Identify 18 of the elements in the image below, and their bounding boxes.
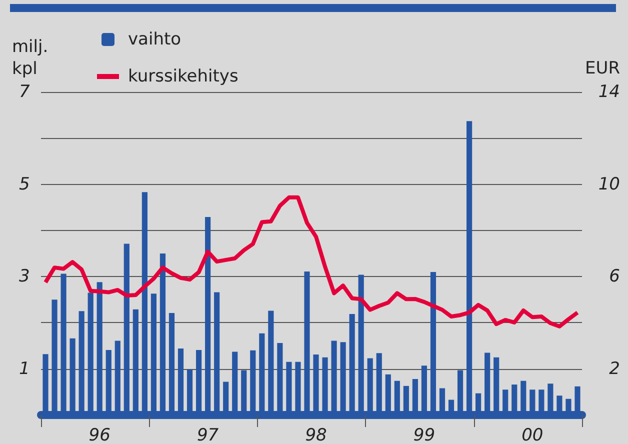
y-tick-label: 7 [19, 82, 30, 102]
x-tick-label: 98 [305, 426, 328, 444]
legend-label: kurssikehitys [128, 66, 238, 86]
line-series [44, 195, 580, 328]
y2-tick-label: 6 [609, 266, 620, 287]
y2-tick-label: 2 [609, 358, 620, 379]
y2-tick-label: 10 [598, 174, 620, 194]
y2-tick-label: 14 [598, 82, 620, 102]
y-tick-label: 3 [19, 266, 30, 287]
y-tick-label: 1 [19, 358, 30, 379]
x-tick-label: 99 [413, 426, 436, 444]
x-tick-label: 96 [88, 426, 111, 444]
x-tick-label: 00 [522, 426, 544, 444]
y2-axis-title: EUR [585, 58, 620, 78]
legend-label: vaihto [128, 30, 182, 50]
y-tick-label: 5 [19, 174, 30, 194]
y-axis-title: milj. kpl [12, 37, 54, 79]
x-tick-label: 97 [196, 426, 219, 444]
